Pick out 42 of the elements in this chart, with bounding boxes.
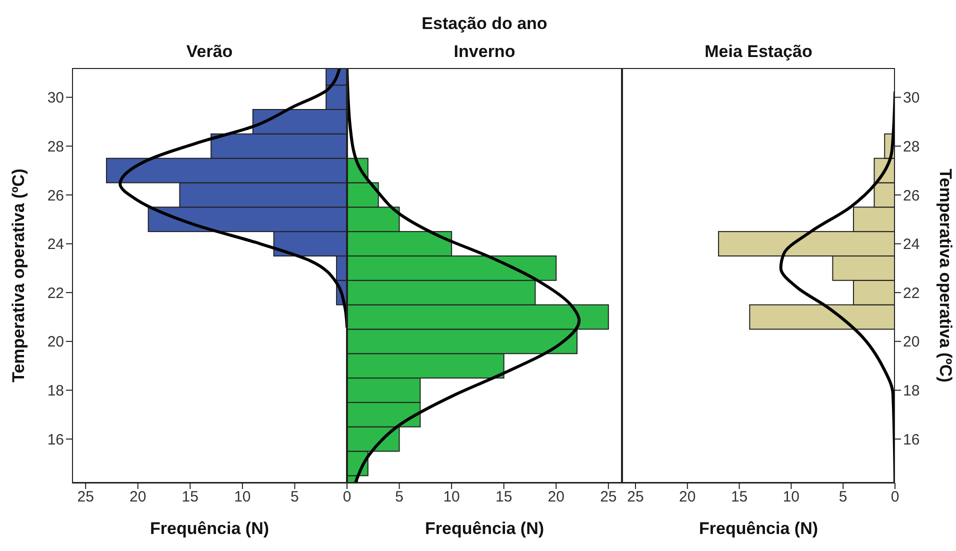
x-tick-label: 20 <box>130 488 146 506</box>
y-tick-label: 26 <box>903 187 920 204</box>
y-tick-label: 30 <box>47 90 64 107</box>
y-tick-label: 28 <box>903 138 920 156</box>
x-axis-title: Frequência (N) <box>698 519 818 538</box>
x-tick-label: 25 <box>77 488 94 506</box>
text: Estação do ano <box>420 14 548 34</box>
y-tick-label: 22 <box>903 284 920 302</box>
y-axis-title: Temperativa operativa (ºC) <box>9 168 28 382</box>
y-tick-label: 26 <box>47 187 64 204</box>
chart-title: Verão <box>185 42 234 62</box>
x-axis-title: Frequência (N) <box>424 519 544 538</box>
x-axis-title: Frequência (N) <box>150 519 270 538</box>
y-tick-label: 18 <box>47 382 64 400</box>
x-tick-label: 20 <box>679 488 696 506</box>
y-tick-label: 16 <box>47 431 64 448</box>
y-tick-label: 24 <box>903 236 920 254</box>
x-tick-label: 0 <box>890 488 900 506</box>
y-tick-label: 18 <box>903 382 920 400</box>
chart-title: Meia Estação <box>704 42 814 62</box>
y-tick-label: 30 <box>903 90 920 107</box>
x-tick-label: 20 <box>548 488 564 506</box>
y-tick-label: 22 <box>47 284 64 302</box>
y-tick-label: 28 <box>47 138 64 156</box>
y-tick-label: 20 <box>47 334 64 351</box>
x-tick-label: 10 <box>234 488 251 506</box>
x-tick-label: 5 <box>395 488 404 506</box>
x-tick-label: 25 <box>600 488 617 506</box>
x-tick-label: 5 <box>838 488 848 506</box>
y-axis-title: Temperativa operativa (ºC) <box>936 168 955 382</box>
x-tick-label: 10 <box>782 488 800 506</box>
x-tick-label: 15 <box>730 488 748 506</box>
x-tick-label: 15 <box>182 488 198 506</box>
y-tick-label: 24 <box>47 236 64 254</box>
x-tick-label: 10 <box>443 488 460 506</box>
chart-title: Inverno <box>452 42 516 62</box>
y-tick-label: 16 <box>903 431 920 448</box>
y-tick-label: 20 <box>903 334 920 351</box>
x-tick-label: 0 <box>342 488 352 506</box>
x-tick-label: 15 <box>496 488 512 506</box>
x-tick-label: 25 <box>627 488 644 506</box>
x-tick-label: 5 <box>290 488 299 506</box>
